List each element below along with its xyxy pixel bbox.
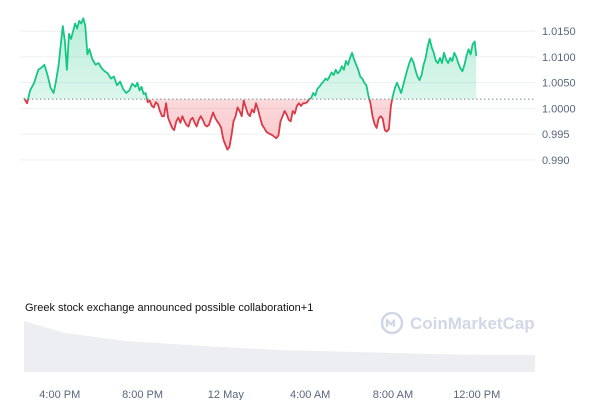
x-tick-label-5: 12:00 PM — [453, 389, 500, 400]
y-tick-label-3: 1.0000 — [542, 103, 576, 115]
coinmarketcap-watermark: CoinMarketCap — [380, 311, 535, 335]
area-fill — [24, 18, 477, 150]
y-axis-ticks: 1.0150 1.0100 1.0050 1.0000 0.995 0.990 — [542, 26, 576, 167]
x-tick-label-1: 8:00 PM — [122, 389, 163, 400]
x-tick-label-0: 4:00 PM — [39, 389, 80, 400]
watermark-label: CoinMarketCap — [410, 314, 535, 333]
volume-shape — [24, 321, 535, 372]
line-segment-below — [23, 99, 394, 151]
area-below-baseline — [24, 99, 477, 150]
x-axis-ticks: 4:00 PM 8:00 PM 12 May 4:00 AM 8:00 AM 12:00 … — [39, 389, 500, 400]
x-tick-label-2: 12 May — [208, 389, 245, 400]
price-line — [23, 17, 478, 151]
volume-area — [24, 321, 535, 372]
y-tick-label-2: 1.0050 — [542, 78, 576, 90]
line-segment-above — [23, 17, 478, 100]
coinmarketcap-logo-icon — [380, 311, 404, 335]
chart-annotation[interactable]: Greek stock exchange announced possible … — [25, 302, 313, 314]
y-tick-label-4: 0.995 — [542, 129, 570, 141]
x-tick-label-3: 4:00 AM — [290, 389, 330, 400]
y-tick-label-0: 1.0150 — [542, 26, 576, 38]
y-tick-label-1: 1.0100 — [542, 52, 576, 64]
x-tick-label-4: 8:00 AM — [373, 389, 413, 400]
y-tick-label-5: 0.990 — [542, 155, 570, 167]
area-above-baseline — [24, 18, 477, 100]
